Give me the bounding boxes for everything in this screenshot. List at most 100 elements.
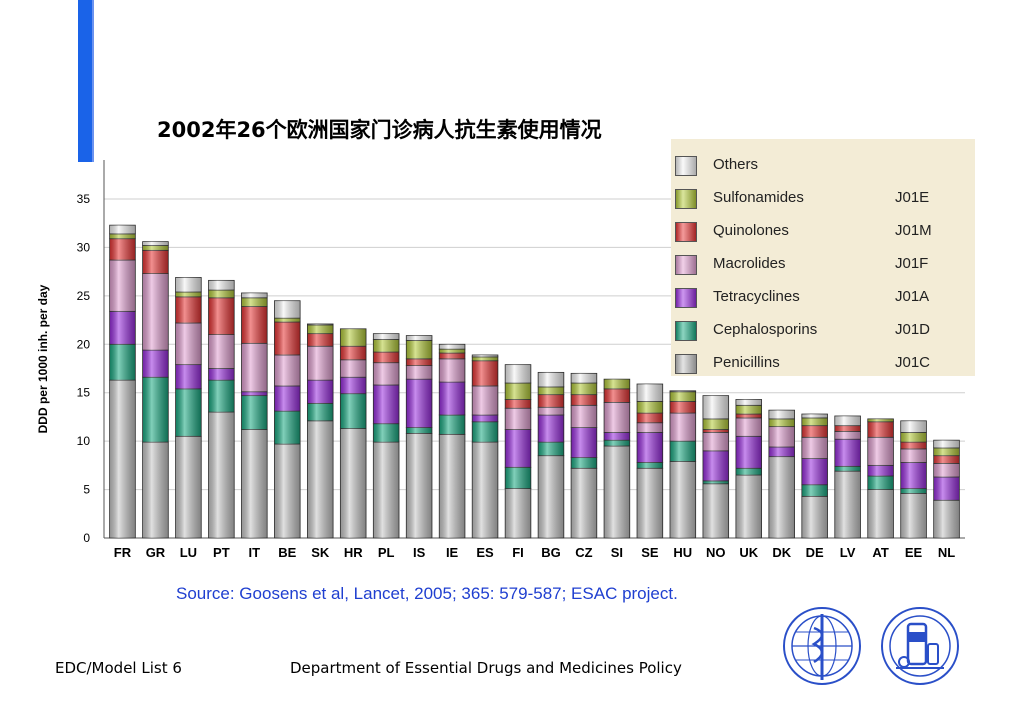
bar-shade bbox=[340, 328, 367, 347]
bar-shade bbox=[340, 428, 367, 538]
x-tick-label: ES bbox=[476, 545, 494, 560]
x-tick-label: FR bbox=[114, 545, 132, 560]
bar-shade bbox=[340, 393, 367, 429]
bar-shade bbox=[834, 466, 861, 472]
bar-shade bbox=[406, 340, 432, 359]
bar-shade bbox=[208, 368, 235, 381]
bar-shade bbox=[669, 461, 696, 538]
bar-shade bbox=[867, 437, 894, 466]
source-citation[interactable]: Source: Goosens et al, Lancet, 2005; 365… bbox=[176, 584, 678, 603]
bar-shade bbox=[933, 476, 960, 501]
bar-shade bbox=[439, 414, 465, 435]
legend-item-cephalosporins: Cephalosporins J01D bbox=[671, 314, 975, 347]
chart-legend: Others Sulfonamides J01E Quinolones J01M Macr… bbox=[671, 139, 975, 376]
bar-shade bbox=[801, 414, 828, 418]
accent-bar bbox=[78, 0, 92, 162]
bar-shade bbox=[768, 446, 795, 457]
bar-shade bbox=[933, 440, 960, 448]
x-tick-label: FI bbox=[512, 545, 524, 560]
bar-shade bbox=[867, 465, 894, 477]
bar-shade bbox=[571, 394, 597, 406]
x-tick-label: SE bbox=[641, 545, 659, 560]
bar-shade bbox=[768, 418, 795, 427]
bar-shade bbox=[538, 394, 564, 408]
bar-shade bbox=[142, 273, 169, 351]
x-tick-label: PL bbox=[378, 545, 395, 560]
bar-shade bbox=[801, 437, 828, 459]
legend-swatch bbox=[675, 255, 697, 275]
bar-shade bbox=[307, 323, 334, 325]
bar-shade bbox=[702, 395, 729, 419]
bar-shade bbox=[439, 358, 465, 383]
bar-shade bbox=[208, 290, 235, 298]
bar-shade bbox=[867, 489, 894, 538]
x-tick-label: GR bbox=[146, 545, 166, 560]
who-emblem-icon bbox=[783, 607, 861, 685]
bar-shade bbox=[801, 496, 828, 538]
x-tick-label: IE bbox=[446, 545, 459, 560]
bar-shade bbox=[142, 241, 169, 246]
bar-shade bbox=[307, 346, 334, 381]
bar-shade bbox=[109, 260, 136, 312]
bar-shade bbox=[472, 414, 498, 422]
legend-label: Macrolides bbox=[713, 255, 786, 272]
bar-shade bbox=[900, 493, 927, 538]
legend-label: Others bbox=[713, 156, 759, 173]
bar-shade bbox=[472, 360, 498, 386]
bar-shade bbox=[571, 383, 597, 395]
bar-shade bbox=[538, 386, 564, 395]
bar-shade bbox=[801, 484, 828, 497]
legend-item-others: Others bbox=[671, 149, 975, 182]
bar-shade bbox=[933, 463, 960, 477]
bar-shade bbox=[538, 407, 564, 415]
bar-shade bbox=[472, 442, 498, 538]
bar-shade bbox=[307, 420, 334, 538]
bar-shade bbox=[406, 427, 432, 434]
bar-shade bbox=[538, 442, 564, 456]
bar-shade bbox=[867, 476, 894, 490]
bar-shade bbox=[109, 225, 136, 234]
legend-label: Sulfonamides bbox=[713, 189, 804, 206]
bar-shade bbox=[604, 440, 630, 446]
x-tick-label: PT bbox=[213, 545, 230, 560]
bar-shade bbox=[373, 352, 400, 363]
bar-shade bbox=[735, 399, 762, 406]
bar-shade bbox=[735, 414, 762, 418]
bar-shade bbox=[175, 296, 202, 323]
bar-shade bbox=[373, 423, 400, 443]
bar-shade bbox=[274, 354, 301, 386]
y-tick-label: 15 bbox=[77, 386, 91, 400]
bar-shade bbox=[142, 377, 169, 443]
bar-shade bbox=[241, 429, 268, 538]
bar-shade bbox=[735, 405, 762, 415]
bar-shade bbox=[900, 488, 927, 494]
bar-shade bbox=[900, 420, 927, 433]
bar-shade bbox=[669, 391, 696, 402]
bar-shade bbox=[801, 417, 828, 426]
bar-shade bbox=[637, 422, 663, 433]
bar-shade bbox=[142, 442, 169, 538]
legend-swatch bbox=[675, 288, 697, 308]
bar-shade bbox=[340, 346, 367, 360]
y-tick-label: 20 bbox=[77, 337, 91, 351]
x-tick-label: SK bbox=[311, 545, 330, 560]
bar-shade bbox=[142, 350, 169, 378]
bar-shade bbox=[735, 417, 762, 437]
bar-shade bbox=[274, 411, 301, 445]
bar-shade bbox=[175, 388, 202, 437]
bar-shade bbox=[406, 335, 432, 341]
bar-shade bbox=[637, 383, 663, 402]
bar-shade bbox=[439, 349, 465, 354]
legend-code: J01A bbox=[895, 288, 930, 305]
legend-swatch bbox=[675, 156, 697, 176]
bar-shade bbox=[340, 377, 367, 394]
bar-shade bbox=[933, 447, 960, 456]
bar-shade bbox=[208, 380, 235, 413]
bar-shade bbox=[669, 441, 696, 462]
bar-shade bbox=[571, 468, 597, 538]
x-tick-label: CZ bbox=[575, 545, 592, 560]
bar-shade bbox=[801, 425, 828, 438]
y-tick-label: 25 bbox=[77, 289, 91, 303]
pharmacy-emblem-icon bbox=[881, 607, 959, 685]
bar-shade bbox=[175, 436, 202, 538]
